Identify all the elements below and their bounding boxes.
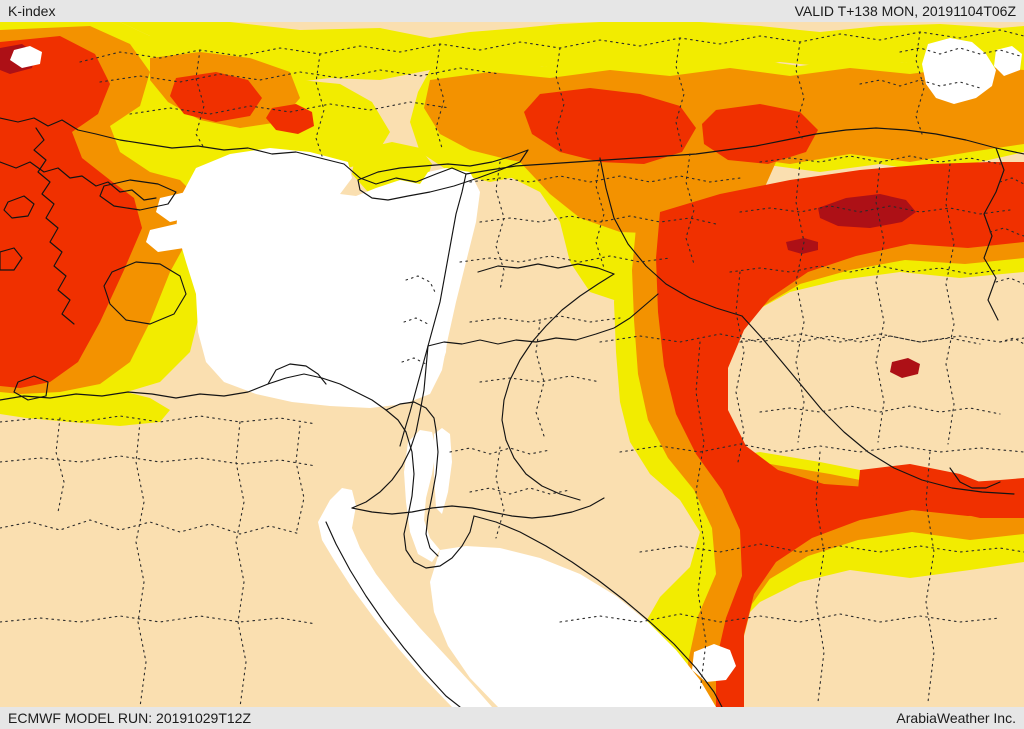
model-run-label: ECMWF MODEL RUN: 20191029T12Z xyxy=(8,710,251,726)
credit-label: ArabiaWeather Inc. xyxy=(896,710,1016,726)
contour-band-white xyxy=(10,38,1022,707)
footer-bar: ECMWF MODEL RUN: 20191029T12Z ArabiaWeat… xyxy=(0,707,1024,729)
map-canvas[interactable] xyxy=(0,22,1024,707)
page-title: K-index xyxy=(8,3,56,19)
map-svg xyxy=(0,22,1024,707)
valid-time-label: VALID T+138 MON, 20191104T06Z xyxy=(794,3,1016,19)
header-bar: K-index VALID T+138 MON, 20191104T06Z xyxy=(0,0,1024,22)
province-boundaries xyxy=(0,29,1024,707)
country-borders xyxy=(0,117,1024,707)
contour-band-red xyxy=(0,36,1024,707)
